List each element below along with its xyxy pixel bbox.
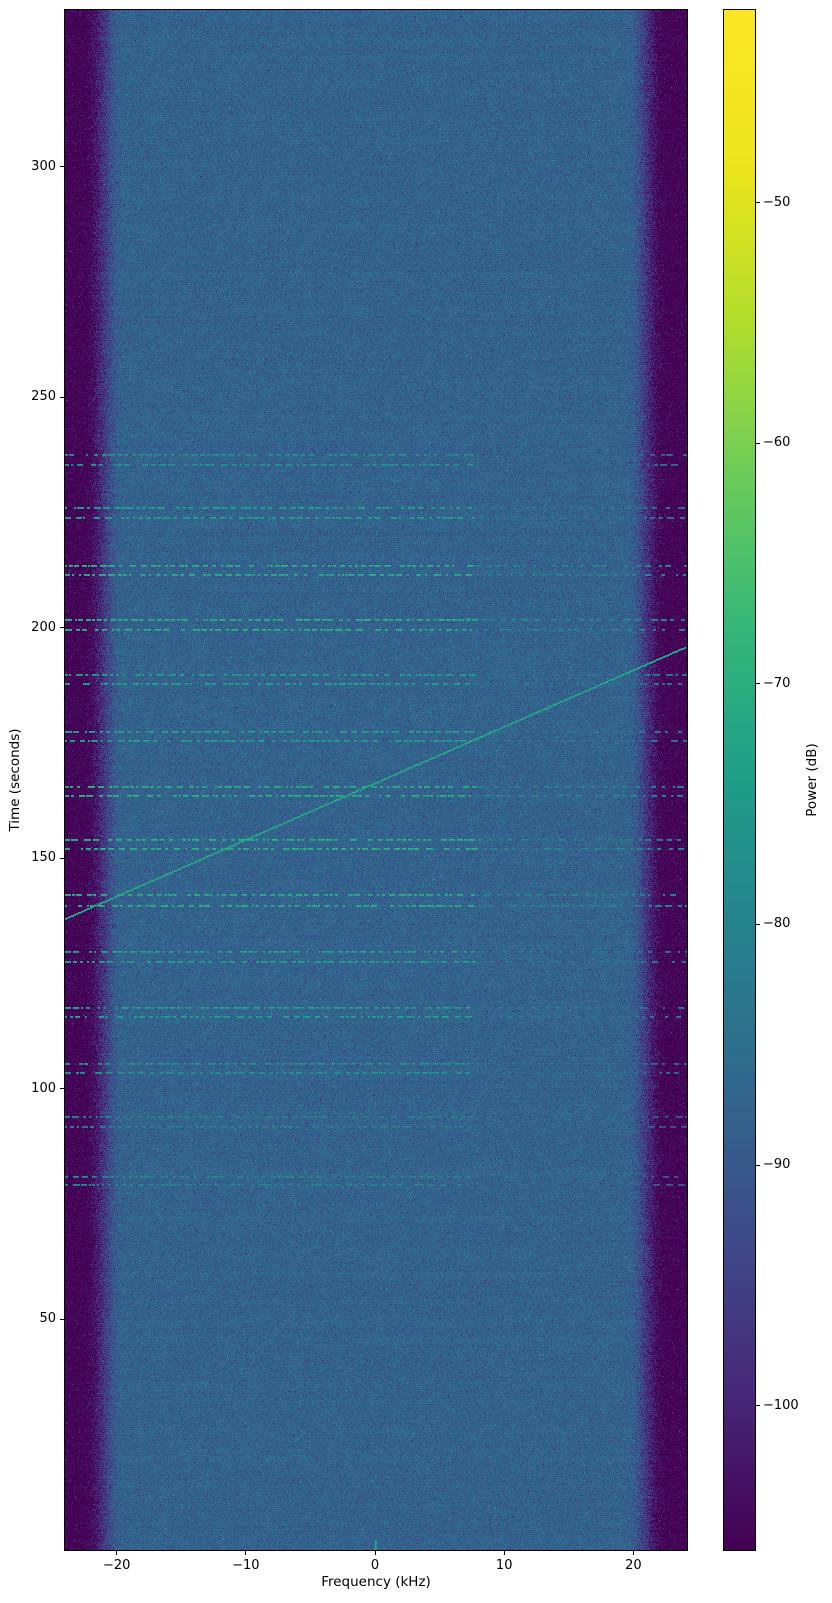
y-tick-label: 150 xyxy=(31,850,56,866)
colorbar-tick-mark xyxy=(756,202,760,203)
y-tick-mark xyxy=(60,396,64,398)
x-tick-label: 0 xyxy=(370,1558,380,1573)
colorbar-tick-label: −60 xyxy=(763,435,791,451)
colorbar-tick-mark xyxy=(756,683,760,685)
x-tick-label: 10 xyxy=(495,1558,513,1573)
y-tick-mark xyxy=(60,1318,64,1320)
spectrogram-heatmap xyxy=(64,9,688,1551)
x-tick-mark xyxy=(245,1551,247,1555)
y-axis-label: Time (seconds) xyxy=(7,728,23,832)
colorbar-tick-mark xyxy=(756,442,760,444)
y-tick-label: 200 xyxy=(31,619,56,635)
x-tick-label: 20 xyxy=(625,1558,642,1573)
y-tick-label: 100 xyxy=(31,1080,56,1096)
y-tick-label: 50 xyxy=(39,1311,56,1327)
y-tick-mark xyxy=(60,627,64,629)
y-tick-mark xyxy=(60,1088,64,1090)
x-tick-mark xyxy=(503,1551,505,1555)
y-tick-mark xyxy=(60,857,64,859)
colorbar-tick-mark xyxy=(756,923,760,925)
x-tick-mark xyxy=(632,1551,634,1555)
x-tick-mark xyxy=(116,1551,118,1555)
colorbar xyxy=(723,9,756,1551)
colorbar-tick-label: −90 xyxy=(763,1157,791,1172)
y-tick-label: 300 xyxy=(31,158,56,174)
y-tick-mark xyxy=(60,166,64,168)
x-tick-label: −20 xyxy=(102,1558,131,1573)
colorbar-tick-mark xyxy=(756,1405,760,1407)
colorbar-tick-label: −100 xyxy=(763,1397,799,1413)
x-tick-mark xyxy=(374,1551,376,1555)
y-tick-label: 250 xyxy=(31,389,56,405)
x-tick-label: −10 xyxy=(232,1558,260,1573)
colorbar-tick-label: −70 xyxy=(763,675,791,691)
colorbar-tick-label: −50 xyxy=(763,194,791,210)
x-axis-label: Frequency (kHz) xyxy=(321,1574,431,1590)
colorbar-label: Power (dB) xyxy=(804,743,820,817)
colorbar-tick-label: −80 xyxy=(763,916,791,932)
colorbar-tick-mark xyxy=(756,1164,760,1166)
